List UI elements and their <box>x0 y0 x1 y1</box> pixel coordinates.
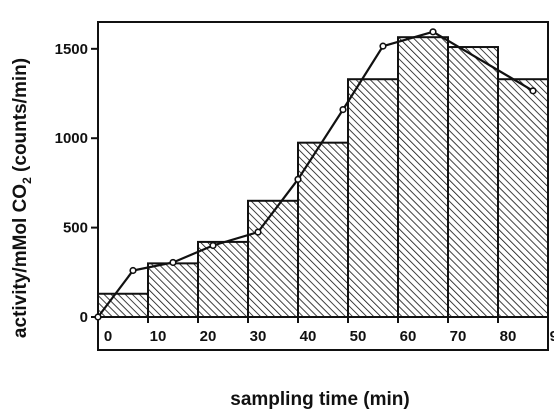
x-tick-label: 0 <box>104 328 112 345</box>
bar-2 <box>197 240 249 318</box>
x-tick-strip <box>97 316 549 351</box>
y-tick-label: 500 <box>63 220 88 237</box>
series-point-8 <box>429 28 437 36</box>
series-point-4 <box>254 228 262 236</box>
series-point-3 <box>209 241 217 250</box>
series-line <box>97 30 534 318</box>
x-tick-label: 60 <box>400 328 417 345</box>
bars-layer <box>97 36 549 319</box>
x-tick-label: 20 <box>200 328 217 345</box>
bar-4 <box>297 141 349 318</box>
x-tick-label: 90 <box>550 328 554 345</box>
series-point-2 <box>169 258 177 267</box>
bar-1 <box>147 262 199 319</box>
y-tick-label: 0 <box>80 309 88 326</box>
y-tick-label: 1500 <box>55 41 88 58</box>
x-tick-label: 70 <box>450 328 467 345</box>
bar-7 <box>447 46 499 318</box>
y-axis-label: activity/mMol CO2 (counts/min) <box>10 58 34 338</box>
series-point-0 <box>94 313 102 321</box>
x-axis-label: sampling time (min) <box>230 389 409 410</box>
y-axis-label-subscript: 2 <box>20 177 34 184</box>
series-point-1 <box>129 266 137 275</box>
x-tick-label: 50 <box>350 328 367 345</box>
series-point-9 <box>529 87 537 95</box>
y-axis-ticks: 0 500 1000 1500 <box>55 41 98 326</box>
bar-3 <box>247 199 299 318</box>
x-tick-label: 10 <box>150 328 167 345</box>
series-line-layer <box>94 28 537 321</box>
series-point-6 <box>339 106 347 114</box>
x-tick-label: 80 <box>500 328 517 345</box>
series-point-5 <box>294 175 302 183</box>
bar-6 <box>397 36 449 319</box>
y-axis-label-main: activity/mMol CO <box>10 184 31 338</box>
x-axis-ticks: 0 10 20 30 40 50 60 70 80 90 <box>104 317 554 345</box>
x-tick-label: 30 <box>250 328 267 345</box>
bar-5 <box>347 78 399 318</box>
bar-8 <box>497 78 549 318</box>
y-tick-label: 1000 <box>55 130 88 147</box>
x-tick-label: 40 <box>300 328 317 345</box>
y-axis-label-units: (counts/min) <box>10 58 31 177</box>
series-point-7 <box>379 42 387 50</box>
